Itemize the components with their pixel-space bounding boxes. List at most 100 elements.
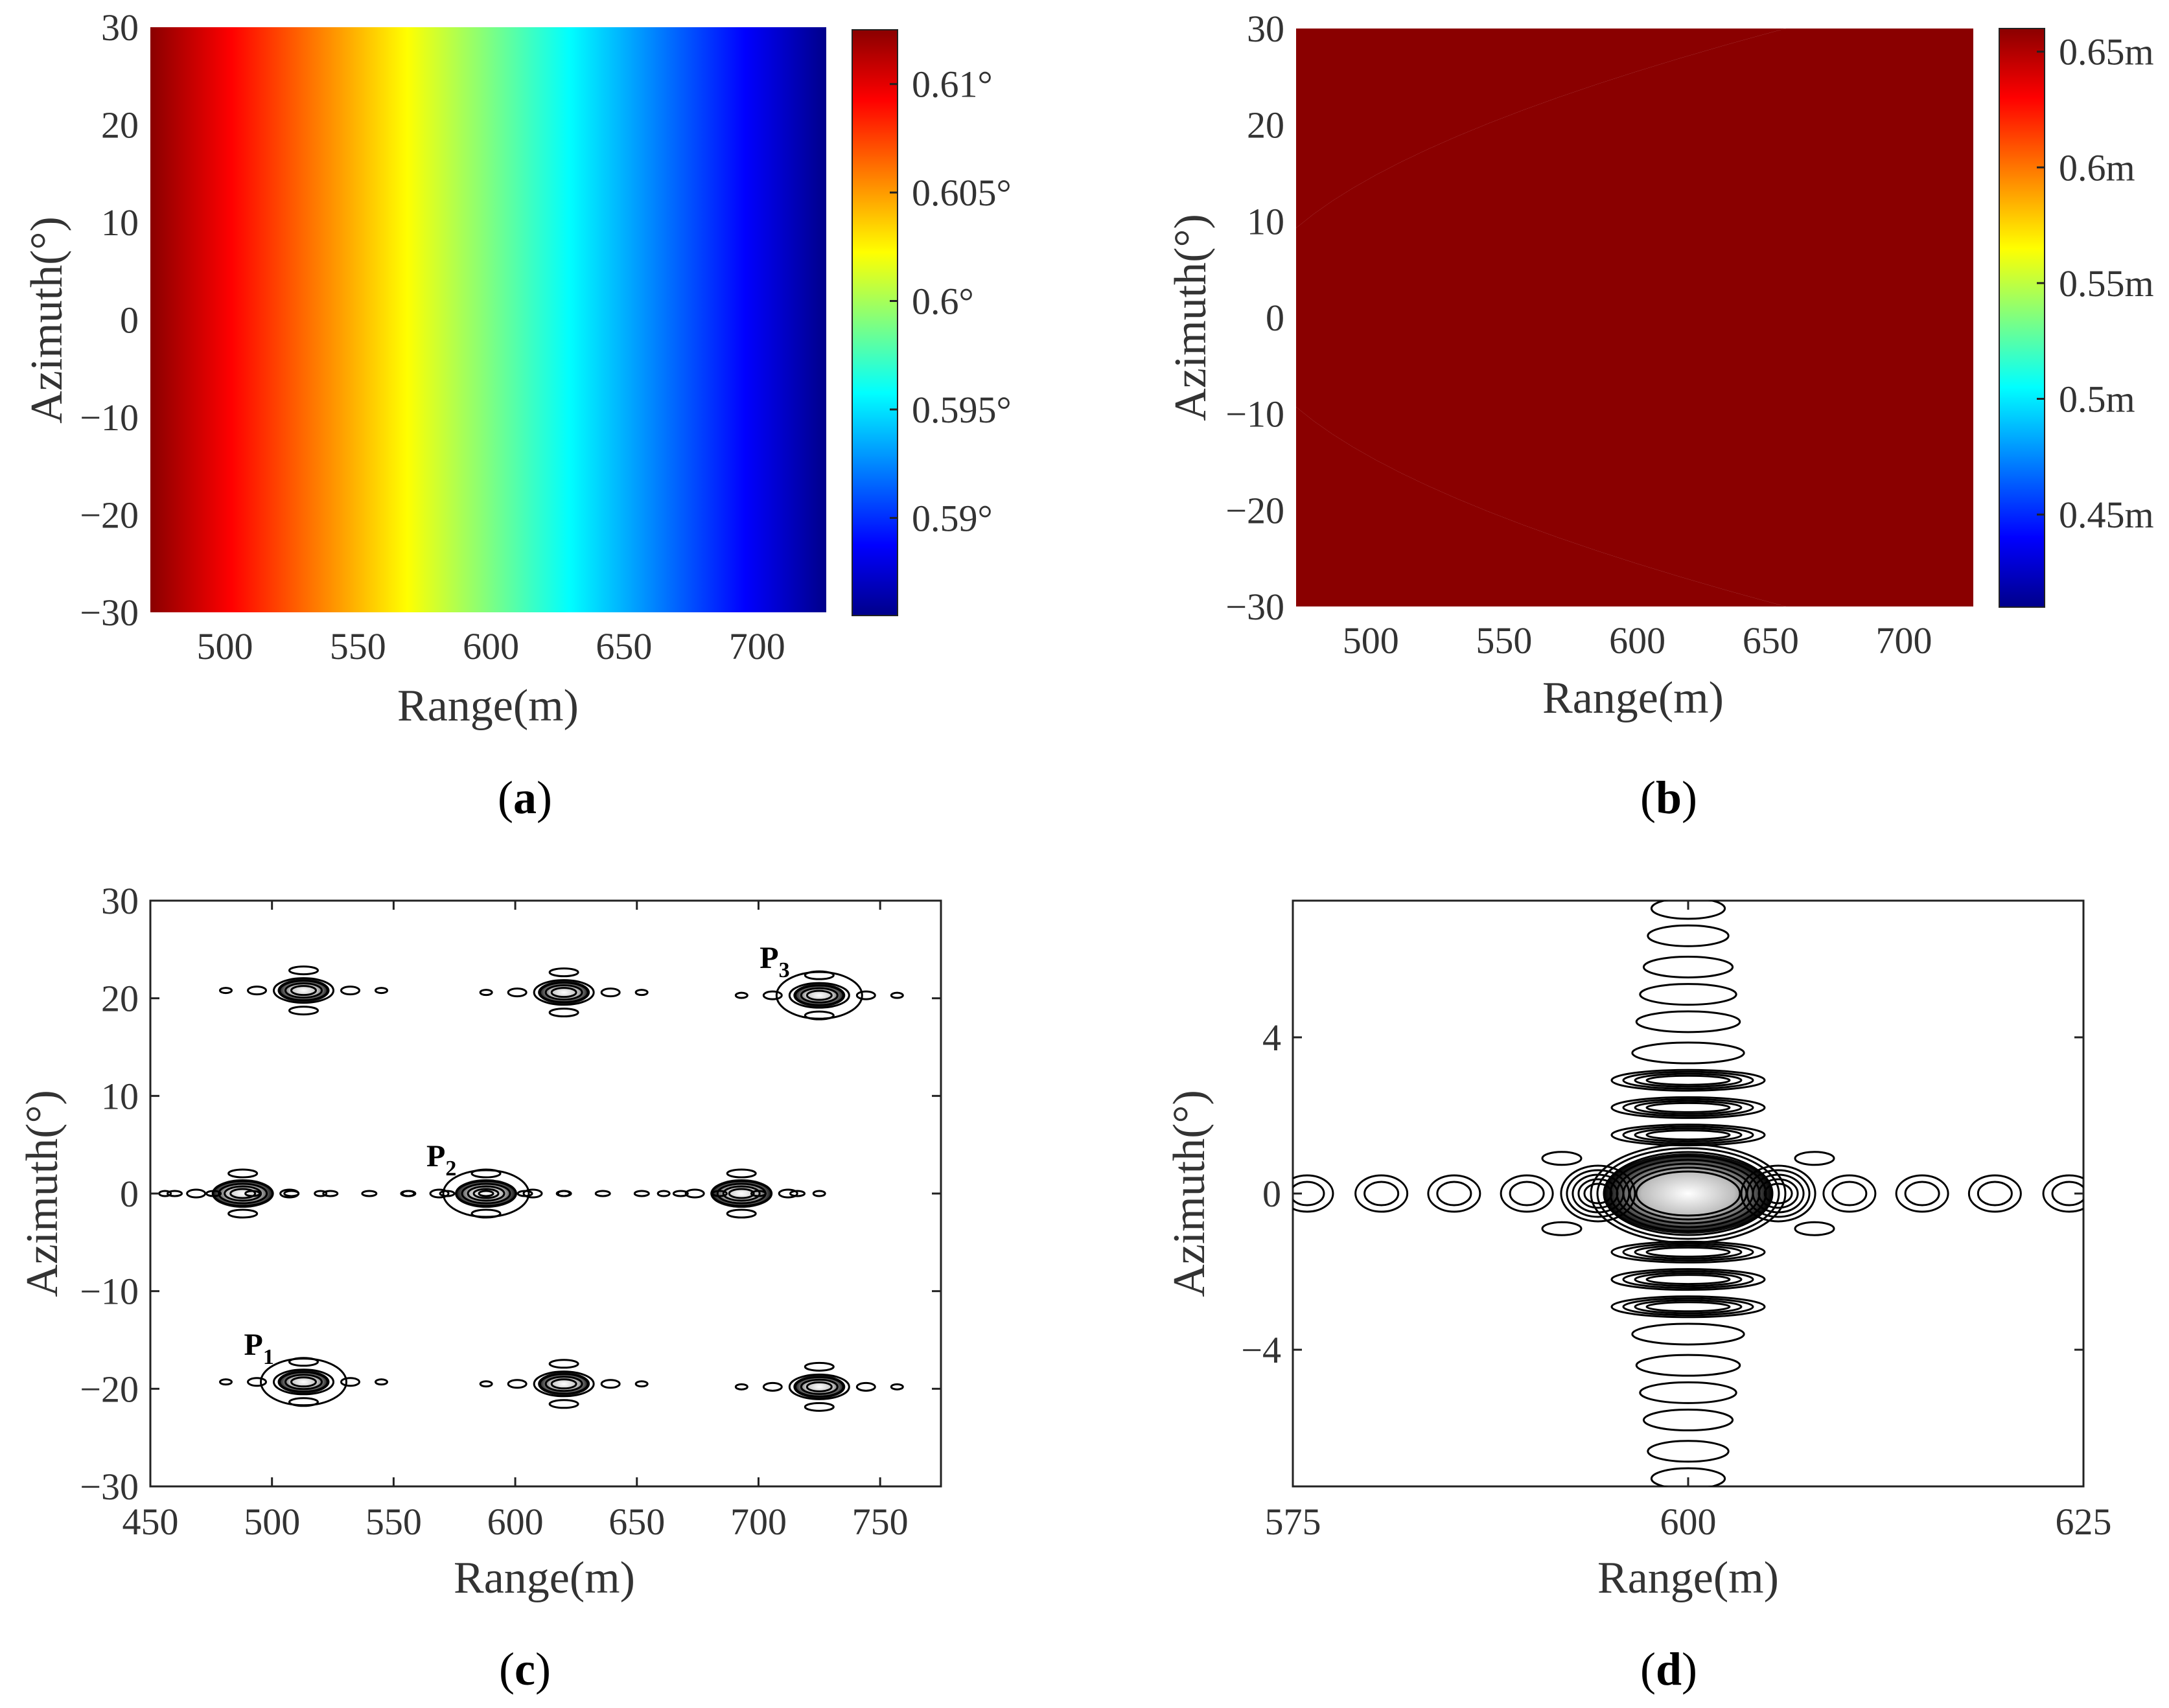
- range-sidelobe: [1752, 1173, 1805, 1214]
- azimuth-sidelobe: [1635, 1010, 1741, 1033]
- target-label: P1: [244, 1328, 273, 1369]
- range-sidelobe: [400, 1190, 417, 1197]
- x-tick-label: 500: [244, 1501, 300, 1543]
- target-contour: [533, 979, 595, 1006]
- range-sidelobe: [1572, 1173, 1625, 1214]
- y-tick-label: 10: [101, 202, 139, 244]
- target-contour: [224, 1185, 262, 1202]
- iso-band: [1296, 29, 1973, 606]
- diagonal-sidelobe: [1541, 1151, 1583, 1166]
- range-sidelobe: [1436, 1181, 1472, 1206]
- panel-a-heatmap: [150, 27, 826, 612]
- azimuth-sidelobe: [1647, 924, 1730, 947]
- azimuth-sidelobe: [1610, 1096, 1766, 1119]
- range-sidelobe: [2051, 1181, 2083, 1206]
- range-sidelobe: [1746, 1169, 1811, 1218]
- panel-c-ylabel: Azimuth(°): [17, 1090, 67, 1297]
- x-tick-label: 750: [852, 1501, 909, 1543]
- azimuth-sidelobe: [1622, 1297, 1754, 1317]
- azimuth-sidelobe: [227, 1208, 259, 1219]
- y-tick-label: 30: [1247, 8, 1284, 50]
- range-sidelobe: [186, 1188, 207, 1199]
- iso-band: [1296, 29, 1786, 606]
- range-sidelobe: [1427, 1174, 1481, 1213]
- azimuth-sidelobe: [1610, 1240, 1766, 1264]
- y-tick-label: 0: [1266, 297, 1284, 339]
- point-target: [479, 967, 649, 1018]
- target-contour: [539, 982, 589, 1004]
- x-tick-label: 700: [1876, 619, 1932, 662]
- range-sidelobe: [340, 986, 360, 996]
- colorbar-tick-label: 0.61°: [912, 63, 993, 106]
- azimuth-sidelobe: [1645, 1301, 1731, 1313]
- panel-a-ylabel: Azimuth(°): [22, 216, 72, 424]
- azimuth-sidelobe: [1642, 1409, 1734, 1432]
- range-sidelobe: [1354, 1174, 1409, 1213]
- range-sidelobe: [1977, 1181, 2013, 1206]
- target-contour: [794, 984, 844, 1006]
- target-label: P2: [426, 1139, 456, 1181]
- diagonal-sidelobe: [1794, 1221, 1835, 1236]
- colorbar-tick-label: 0.605°: [912, 172, 1012, 214]
- range-sidelobe: [594, 1190, 611, 1197]
- range-sidelobe: [167, 1190, 183, 1197]
- range-sidelobe: [246, 986, 267, 996]
- azimuth-sidelobe: [1639, 1381, 1737, 1404]
- azimuth-sidelobe: [1634, 1244, 1743, 1260]
- target-contour: [212, 1180, 274, 1207]
- target-contour: [284, 982, 323, 999]
- azimuth-sidelobe: [1650, 901, 1726, 920]
- range-sidelobe: [314, 1190, 328, 1197]
- x-tick-label: 625: [2056, 1501, 2112, 1543]
- target-contour: [550, 1378, 577, 1390]
- azimuth-sidelobe: [1634, 1272, 1743, 1287]
- range-sidelobe: [1967, 1174, 2022, 1213]
- range-sidelobe: [2042, 1174, 2083, 1213]
- azimuth-sidelobe: [288, 965, 319, 976]
- y-tick-label: −20: [1225, 489, 1284, 531]
- range-sidelobe: [1363, 1181, 1400, 1206]
- azimuth-sidelobe: [804, 1361, 835, 1372]
- range-sidelobe: [711, 1190, 728, 1197]
- azimuth-sidelobe: [1645, 1274, 1731, 1286]
- range-sidelobe: [1904, 1181, 1940, 1206]
- azimuth-sidelobe: [1650, 1467, 1726, 1486]
- azimuth-sidelobe: [227, 1168, 259, 1179]
- azimuth-sidelobe: [1622, 1125, 1754, 1145]
- x-tick-label: 550: [1476, 619, 1532, 662]
- colorbar-tick-label: 0.6m: [2059, 146, 2135, 189]
- target-contour: [455, 1180, 517, 1207]
- target-contour: [806, 989, 833, 1001]
- range-sidelobe: [374, 987, 388, 995]
- range-sidelobe: [1583, 1183, 1613, 1205]
- panel-a-caption: (a): [498, 772, 552, 824]
- target-contour: [461, 1183, 511, 1205]
- range-sidelobe: [1509, 1181, 1545, 1206]
- y-tick-label: −20: [80, 494, 139, 537]
- point-target: [479, 1359, 649, 1409]
- azimuth-sidelobe: [1647, 1440, 1730, 1463]
- azimuth-sidelobe: [1634, 1127, 1743, 1143]
- range-sidelobe: [812, 1190, 826, 1197]
- azimuth-sidelobe: [288, 1006, 319, 1016]
- panel-a-xlabel: Range(m): [397, 681, 579, 731]
- range-sidelobe: [522, 1188, 543, 1199]
- target-contour: [722, 1185, 761, 1202]
- highlight-circle: [259, 1357, 347, 1407]
- azimuth-sidelobe: [1645, 1129, 1731, 1141]
- y-tick-label: 30: [101, 880, 139, 922]
- x-tick-label: 650: [609, 1501, 665, 1543]
- target-contour: [533, 1370, 595, 1398]
- target-contour: [218, 1183, 268, 1205]
- target-contour: [544, 984, 583, 1001]
- range-sidelobe: [507, 987, 528, 998]
- x-tick-label: 700: [730, 1501, 787, 1543]
- x-tick-label: 700: [729, 625, 785, 667]
- panel-a-colorbar: [852, 29, 898, 616]
- mainlobe-contour: [1596, 1147, 1780, 1240]
- range-sidelobe: [479, 989, 493, 997]
- panel-b-ylabel: Azimuth(°): [1166, 214, 1216, 421]
- colorbar-tick-label: 0.6°: [912, 281, 974, 323]
- y-tick-label: 20: [1247, 104, 1284, 146]
- x-tick-label: 650: [596, 625, 652, 667]
